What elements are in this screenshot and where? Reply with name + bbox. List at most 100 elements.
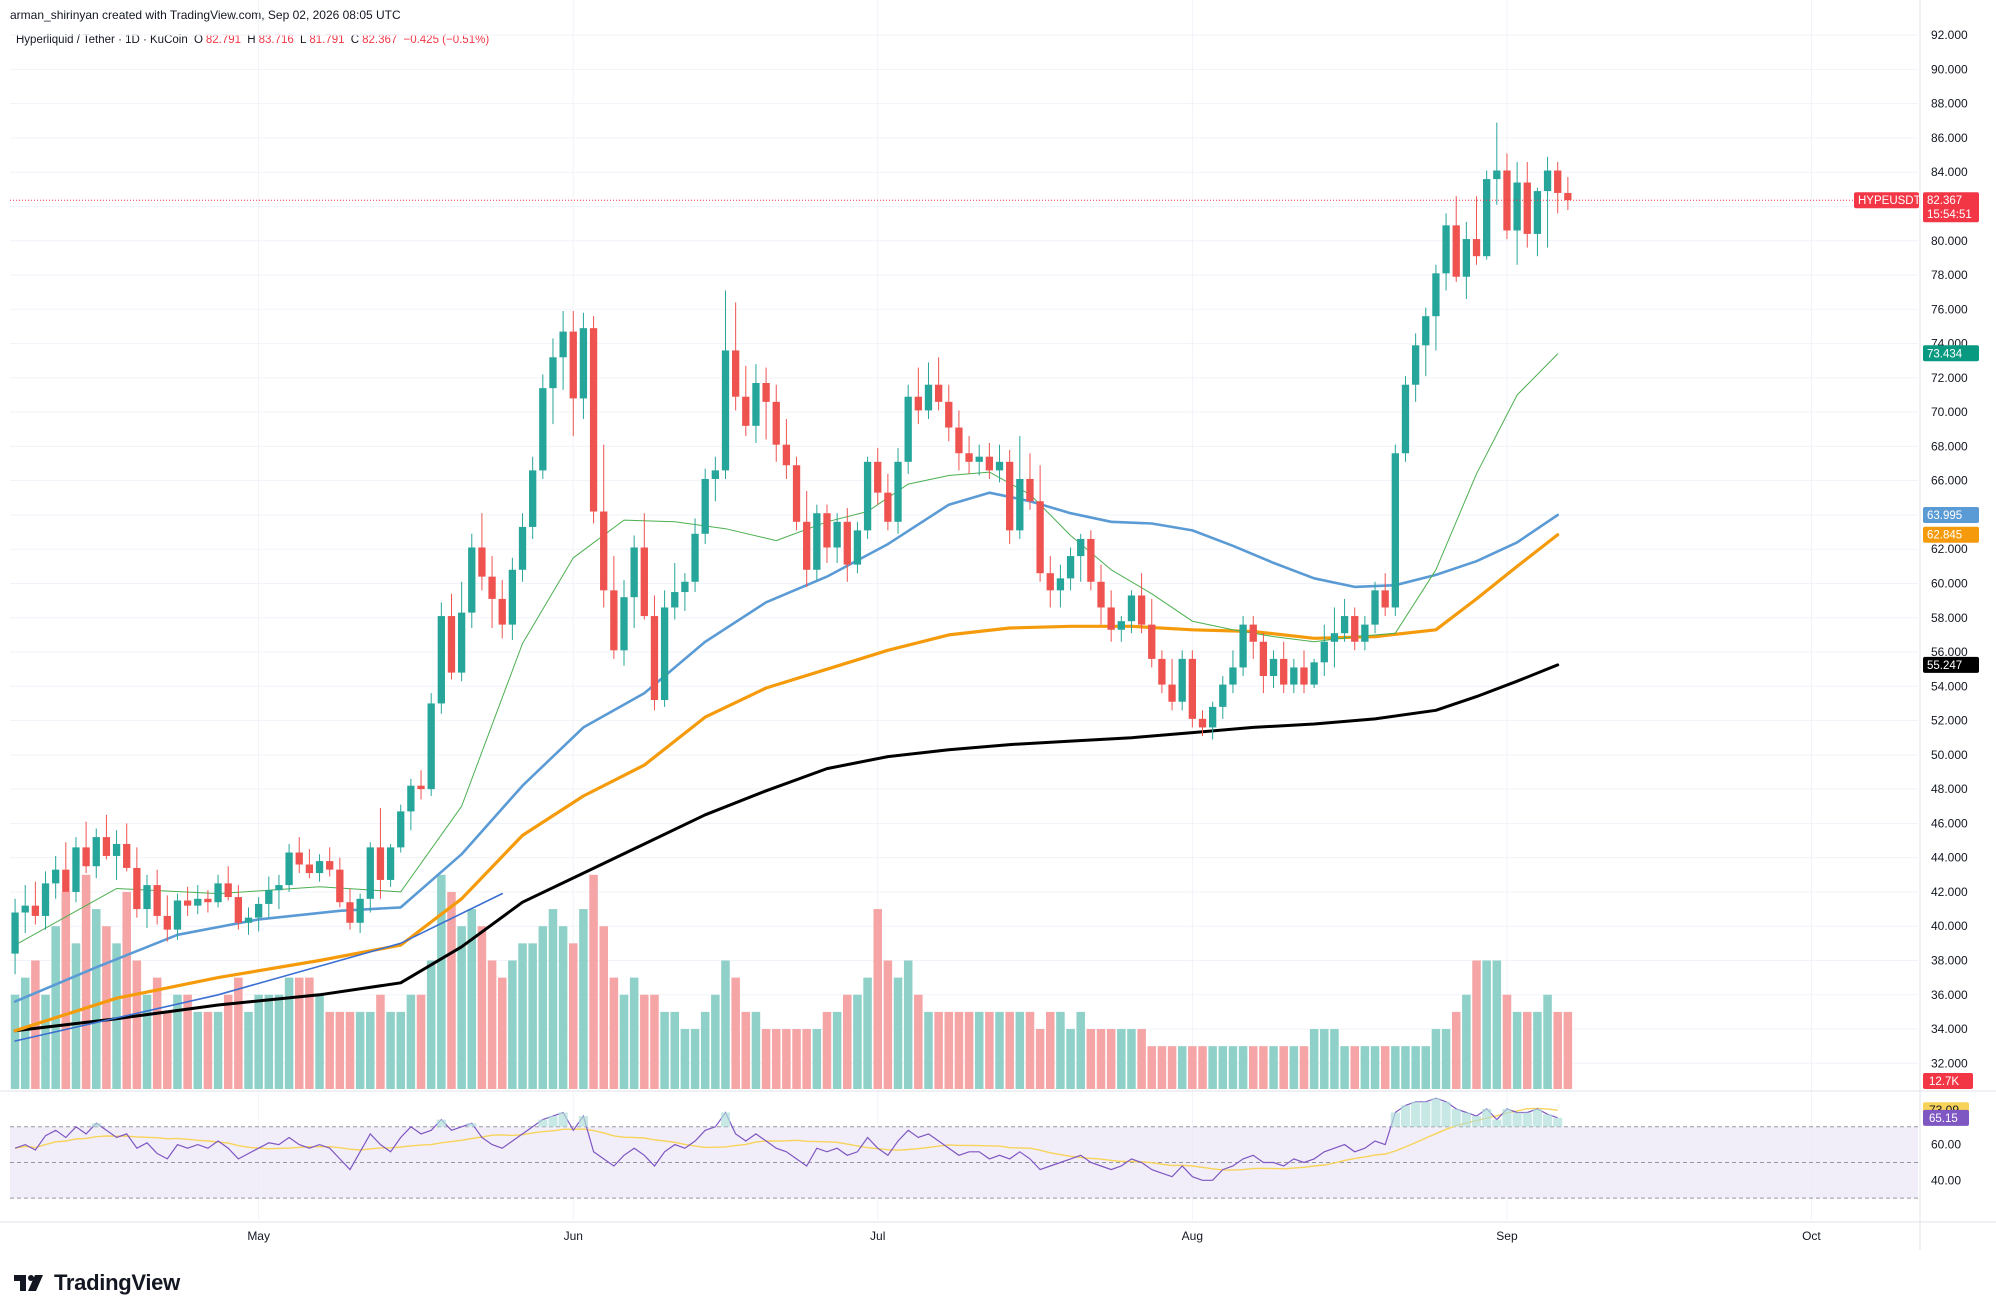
- volume-bar: [508, 960, 517, 1089]
- candle-body: [518, 526, 527, 570]
- volume-bar: [1523, 1011, 1532, 1089]
- candle-body: [285, 852, 293, 886]
- volume-bar: [294, 977, 304, 1089]
- candle-body: [955, 427, 963, 454]
- candle-body: [1026, 478, 1034, 502]
- candle-body: [1351, 616, 1359, 642]
- volume-bar: [1177, 1046, 1187, 1089]
- volume-bar: [731, 977, 740, 1089]
- volume-bar: [680, 1029, 690, 1089]
- candle-body: [681, 581, 689, 593]
- candle-body: [265, 890, 273, 904]
- candle-body: [52, 869, 60, 884]
- price-tick-label: 66.000: [1931, 474, 1968, 488]
- candle-body: [569, 331, 577, 399]
- tradingview-logo[interactable]: TradingView: [14, 1270, 180, 1296]
- candle-body: [1259, 641, 1268, 677]
- symbol-legend[interactable]: Hyperliquid / Tether · 1D · KuCoin O 82.7…: [16, 34, 492, 46]
- candle-body: [600, 511, 608, 591]
- volume-bar: [1127, 1029, 1136, 1089]
- candle-body: [1310, 662, 1318, 685]
- candle-body: [234, 897, 243, 923]
- candle-body: [752, 382, 760, 426]
- symbol-tag-label: HYPEUSDT: [1858, 195, 1921, 207]
- volume-bar: [1076, 1011, 1085, 1089]
- time-tick-label: Aug: [1182, 1229, 1203, 1243]
- candle-body: [924, 384, 933, 411]
- low-key: L: [299, 34, 307, 46]
- candle-body: [173, 900, 182, 930]
- volume-bar: [893, 977, 903, 1089]
- volume-bar: [619, 994, 629, 1089]
- volume-bar: [1330, 1029, 1339, 1089]
- volume-bar: [528, 943, 537, 1089]
- volume-bar: [132, 960, 142, 1089]
- candle-body: [833, 521, 841, 548]
- volume-bar: [883, 960, 893, 1089]
- price-tag-countdown: 15:54:51: [1927, 209, 1972, 221]
- price-tick-label: 80.000: [1931, 234, 1968, 248]
- volume-bar: [1553, 1011, 1562, 1089]
- candle-body: [549, 357, 557, 389]
- price-tick-label: 36.000: [1931, 988, 1968, 1002]
- volume-bar: [1117, 1029, 1126, 1089]
- candle-series: [11, 122, 1572, 975]
- volume-bar: [437, 874, 446, 1089]
- candle-body: [853, 530, 862, 565]
- price-tick-label: 52.000: [1931, 714, 1968, 728]
- candle-body: [691, 533, 699, 582]
- volume-bar: [305, 977, 314, 1089]
- rsi-tick-label: 60.00: [1931, 1138, 1961, 1152]
- volume-bar: [426, 960, 436, 1089]
- volume-tag-value: 12.7K: [1929, 1076, 1959, 1088]
- candle-body: [133, 867, 141, 910]
- volume-bar: [1391, 1046, 1400, 1089]
- volume-bar: [152, 977, 162, 1089]
- candle-body: [1158, 658, 1166, 685]
- candle-body: [62, 869, 70, 892]
- volume-bar: [995, 1011, 1004, 1089]
- candle-body: [1280, 658, 1288, 685]
- candle-body: [488, 576, 496, 599]
- volume-bar: [569, 943, 578, 1089]
- candle-body: [995, 461, 1004, 471]
- candle-body: [417, 785, 425, 790]
- candle-body: [305, 864, 314, 874]
- volume-bar: [1046, 1011, 1055, 1089]
- volume-bar: [1106, 1029, 1116, 1089]
- price-tag-value: 63.995: [1927, 510, 1962, 522]
- volume-bar: [1137, 1029, 1146, 1089]
- candle-body: [671, 592, 679, 608]
- price-tick-label: 92.000: [1931, 28, 1968, 42]
- candle-body: [336, 869, 344, 903]
- volume-bar: [1279, 1046, 1288, 1089]
- volume-bar: [518, 943, 527, 1089]
- candle-body: [498, 598, 506, 625]
- volume-bar: [1533, 1011, 1542, 1089]
- price-tick-label: 84.000: [1931, 165, 1968, 179]
- candle-body: [1066, 556, 1075, 579]
- candle-body: [823, 513, 831, 548]
- candle-body: [468, 547, 476, 613]
- volume-bar: [163, 1011, 172, 1089]
- volume-bar: [396, 1011, 405, 1089]
- volume-bar: [1512, 1011, 1522, 1089]
- candle-body: [843, 521, 851, 565]
- candle-body: [1371, 590, 1379, 625]
- volume-bar: [81, 874, 91, 1089]
- candle-body: [589, 328, 598, 512]
- volume-bar: [406, 994, 416, 1089]
- time-tick-label: Oct: [1802, 1229, 1821, 1243]
- candle-body: [945, 401, 953, 428]
- high-key: H: [247, 34, 256, 46]
- candle-body: [1493, 170, 1501, 180]
- volume-bar: [1096, 1029, 1106, 1089]
- candle-body: [244, 917, 253, 923]
- volume-bar: [1228, 1046, 1238, 1089]
- candle-body: [640, 547, 648, 617]
- candle-body: [1137, 595, 1146, 625]
- volume-bar: [284, 977, 294, 1089]
- candle-body: [1300, 667, 1308, 685]
- candle-body: [407, 785, 415, 812]
